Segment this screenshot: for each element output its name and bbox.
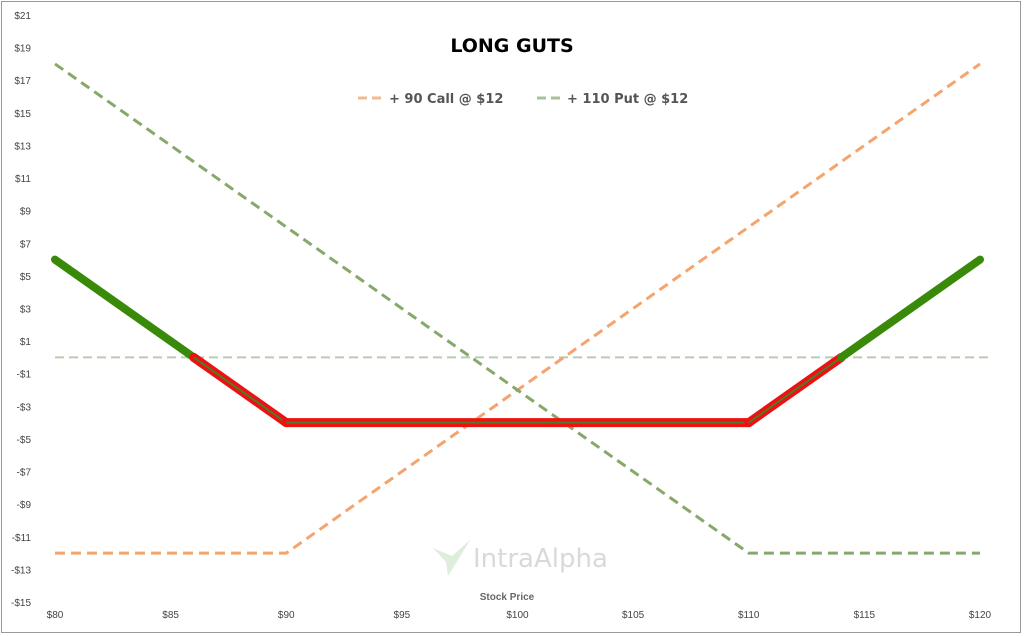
combined-payoff-inner-line: [193, 356, 287, 424]
y-tick-label: -$13: [11, 565, 31, 576]
y-tick-label: -$9: [17, 500, 32, 511]
y-tick-label: $1: [20, 337, 32, 348]
x-tick-label: $85: [162, 610, 179, 621]
watermark-logo: IntraAlpha: [433, 540, 608, 576]
y-tick-label: $11: [15, 174, 31, 185]
y-tick-label: -$1: [17, 370, 32, 381]
x-tick-label: $90: [278, 610, 295, 621]
x-tick-label: $95: [394, 610, 411, 621]
x-tick-label: $80: [47, 610, 64, 621]
legend-label-call: + 90 Call @ $12: [389, 92, 503, 107]
x-tick-label: $100: [506, 610, 529, 621]
hummingbird-icon: [433, 540, 470, 576]
combined-payoff-inner-line: [748, 356, 842, 424]
chart-title: LONG GUTS: [450, 35, 573, 57]
y-tick-label: -$5: [17, 435, 32, 446]
combined-payoff-profit-segment: [837, 255, 984, 362]
y-tick-label: $3: [20, 305, 32, 316]
y-tick-label: -$11: [12, 533, 32, 544]
x-tick-label: $110: [738, 610, 760, 621]
call-payoff-line: [55, 62, 981, 555]
x-tick-label: $115: [854, 610, 876, 621]
y-tick-label: $19: [14, 44, 31, 55]
y-tick-label: $15: [14, 109, 31, 120]
watermark-text: IntraAlpha: [473, 544, 608, 574]
y-tick-label: $13: [14, 141, 31, 152]
y-tick-label: $17: [14, 76, 31, 87]
x-tick-label: $105: [622, 610, 645, 621]
y-tick-label: -$3: [17, 402, 32, 413]
y-tick-label: -$15: [11, 598, 31, 609]
legend-label-put: + 110 Put @ $12: [567, 92, 688, 107]
y-tick-label: $5: [20, 272, 32, 283]
y-tick-label: -$7: [17, 468, 32, 479]
y-tick-label: $21: [14, 11, 31, 22]
y-tick-label: $7: [20, 239, 32, 250]
x-tick-label: $120: [969, 610, 992, 621]
y-tick-label: $9: [20, 207, 32, 218]
combined-payoff-profit-segment: [51, 255, 198, 362]
legend: + 90 Call @ $12 + 110 Put @ $12: [358, 92, 688, 107]
put-payoff-line: [54, 62, 980, 555]
x-axis-label: Stock Price: [480, 592, 535, 603]
